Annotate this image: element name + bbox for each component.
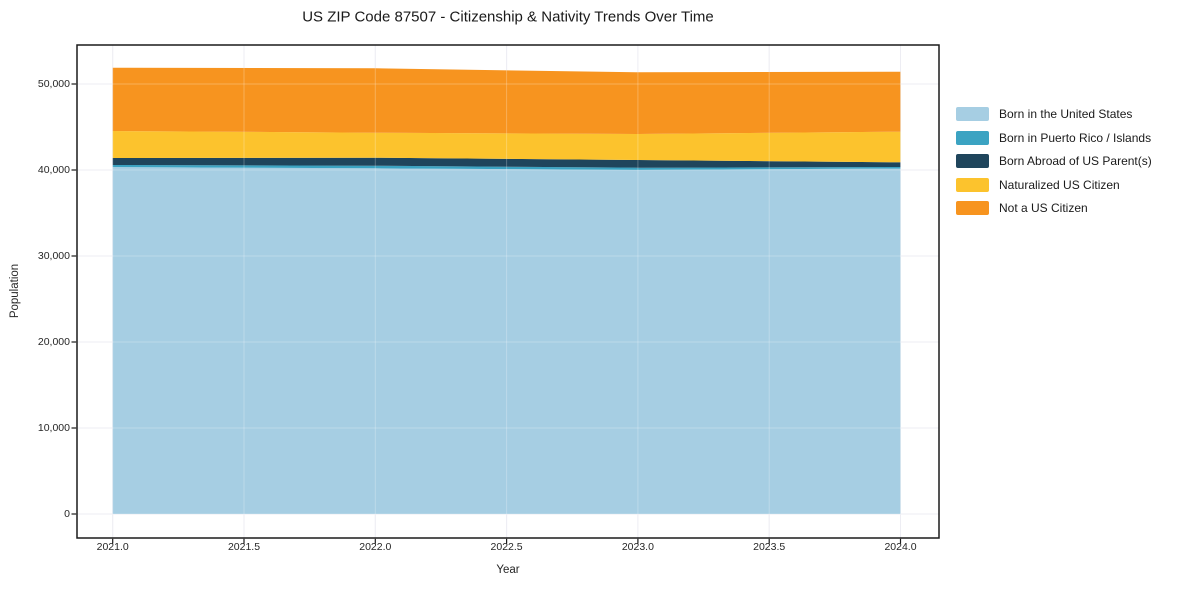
legend-item: Naturalized US Citizen bbox=[956, 177, 1152, 192]
y-tick-label: 20,000 bbox=[37, 335, 70, 348]
chart-title: US ZIP Code 87507 - Citizenship & Nativi… bbox=[302, 8, 714, 26]
x-tick-label: 2022.5 bbox=[490, 541, 523, 553]
area-born-in-the-united-states bbox=[112, 167, 901, 514]
x-axis-label: Year bbox=[496, 564, 520, 576]
legend-label: Born Abroad of US Parent(s) bbox=[999, 154, 1152, 168]
legend-item: Born in the United States bbox=[956, 107, 1152, 121]
y-tick-label: 40,000 bbox=[37, 163, 70, 176]
legend-item: Born Abroad of US Parent(s) bbox=[956, 154, 1152, 168]
x-tick-label: 2023.5 bbox=[753, 541, 786, 553]
legend-swatch-icon bbox=[956, 107, 989, 121]
x-tick-label: 2022.0 bbox=[359, 541, 392, 553]
x-tick-label: 2024.0 bbox=[884, 541, 917, 553]
y-tick-label: 30,000 bbox=[37, 249, 70, 262]
y-tick-label: 10,000 bbox=[37, 421, 70, 434]
area-born-abroad-of-us-parent-s bbox=[112, 157, 901, 168]
legend-swatch-icon bbox=[956, 130, 989, 145]
area-naturalized-us-citizen bbox=[112, 131, 901, 163]
legend-swatch-icon bbox=[956, 154, 989, 168]
legend-label: Not a US Citizen bbox=[999, 201, 1088, 215]
x-tick-label: 2021.0 bbox=[96, 541, 129, 553]
legend: Born in the United States Born in Puerto … bbox=[956, 107, 1152, 215]
area-not-a-us-citizen bbox=[112, 67, 901, 134]
x-tick-label: 2023.0 bbox=[621, 541, 654, 553]
area-born-in-puerto-rico-islands bbox=[112, 165, 901, 170]
legend-swatch-icon bbox=[956, 177, 989, 192]
y-tick-label: 50,000 bbox=[37, 77, 70, 90]
plot-border bbox=[76, 44, 940, 539]
x-tick-label: 2021.5 bbox=[227, 541, 261, 553]
legend-label: Born in Puerto Rico / Islands bbox=[999, 130, 1152, 145]
legend-swatch-icon bbox=[956, 201, 989, 215]
y-tick-label: 0 bbox=[64, 507, 70, 520]
legend-item: Born in Puerto Rico / Islands bbox=[956, 130, 1152, 145]
legend-item: Not a US Citizen bbox=[956, 201, 1152, 215]
legend-label: Born in the United States bbox=[999, 107, 1133, 121]
legend-label: Naturalized US Citizen bbox=[999, 177, 1120, 192]
